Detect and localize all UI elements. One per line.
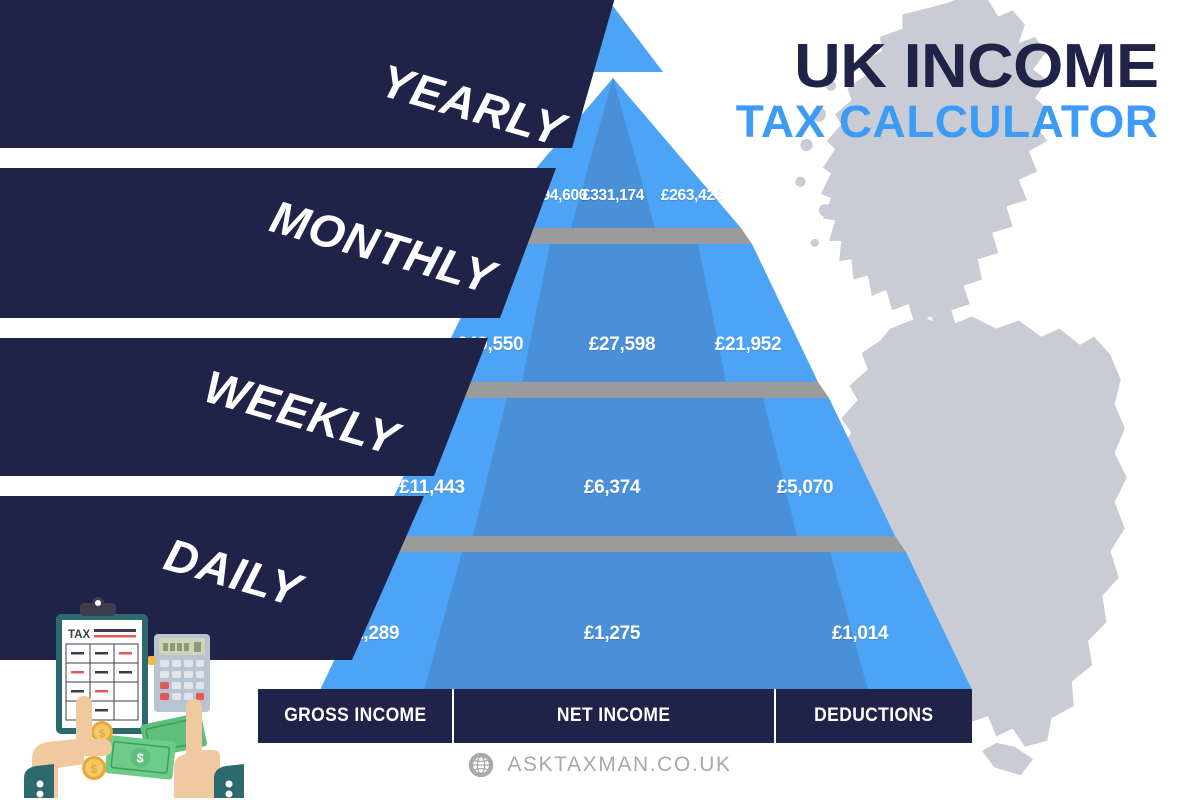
- left-hand-icon: [24, 696, 112, 798]
- banner-weekly: [0, 338, 488, 476]
- title-line-secondary: TAX CALCULATOR: [735, 96, 1158, 148]
- banner-label-yearly: YEARLY: [374, 54, 572, 157]
- pyramid-tier-weekly: [375, 398, 895, 536]
- legend-label-deductions: DEDUCTIONS: [814, 705, 934, 726]
- legend-cell-net-income[interactable]: NET INCOME: [454, 689, 776, 743]
- globe-icon: [469, 752, 494, 778]
- pyramid-tier-monthly: [430, 244, 818, 382]
- svg-text:$: $: [91, 762, 98, 776]
- pyramid-tier-daily: [320, 552, 972, 690]
- clipboard-tax-label: TAX: [68, 629, 90, 641]
- tier-separator-1: [485, 228, 752, 244]
- clipboard-icon: TAX: [56, 597, 148, 734]
- page-title: UK INCOME TAX CALCULATOR: [735, 35, 1158, 144]
- footer: ASKTAXMAN.CO.UK: [0, 752, 1200, 778]
- banner-monthly: [0, 168, 556, 318]
- legend-label-gross-income: GROSS INCOME: [283, 705, 427, 726]
- legend-cell-gross-income[interactable]: GROSS INCOME: [258, 689, 454, 743]
- banner-yearly: [0, 0, 615, 148]
- banner-label-weekly: WEEKLY: [198, 360, 405, 465]
- legend-label-net-income: NET INCOME: [557, 705, 671, 726]
- calculator-icon: [148, 634, 210, 712]
- banner-label-monthly: MONTHLY: [264, 190, 502, 304]
- tier-separator-3: [375, 536, 906, 552]
- legend-bar: GROSS INCOME NET INCOME DEDUCTIONS: [258, 689, 972, 743]
- title-line-primary: UK INCOME: [793, 32, 1159, 101]
- svg-text:$: $: [136, 750, 146, 766]
- right-hand-icon: [174, 699, 244, 798]
- legend-cell-deductions[interactable]: DEDUCTIONS: [776, 689, 972, 743]
- svg-text:$: $: [99, 728, 105, 740]
- pyramid-tier-yearly: [485, 78, 741, 228]
- tier-separator-2: [430, 382, 829, 398]
- footer-site-label: ASKTAXMAN.CO.UK: [507, 753, 732, 776]
- tax-clipboard-calculator-illustration: TAX: [24, 597, 244, 798]
